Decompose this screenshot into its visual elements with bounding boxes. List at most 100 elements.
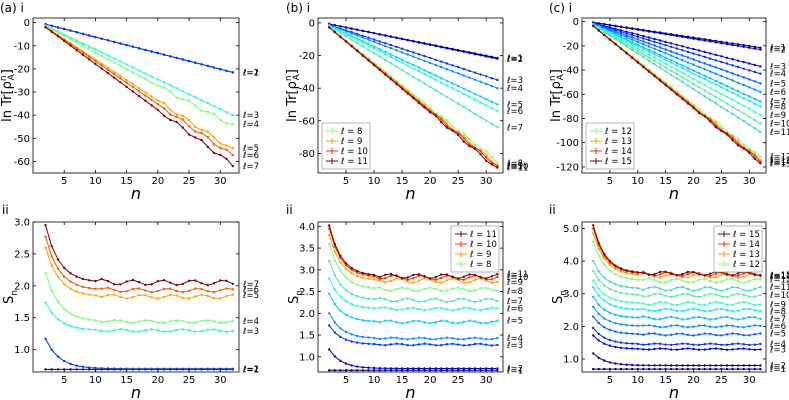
data-point [169, 118, 172, 122]
data-point [653, 53, 656, 56]
data-point [647, 59, 651, 62]
y-axis-label: ln Tr[ρnA] [548, 69, 566, 122]
series-label: ℓ=5 [769, 330, 786, 340]
data-point [697, 333, 701, 336]
y-tick-label: -30 [14, 88, 30, 99]
data-point [462, 320, 465, 324]
data-point [658, 342, 662, 345]
legend: ℓ = 8ℓ = 9ℓ = 10ℓ = 11 [321, 122, 371, 170]
data-point [697, 75, 701, 78]
data-point [333, 302, 336, 306]
data-point [406, 321, 409, 324]
data-point [445, 62, 449, 65]
data-point [642, 47, 645, 51]
data-point [113, 61, 116, 64]
data-point [125, 85, 128, 89]
data-point [206, 64, 209, 68]
data-point [709, 279, 712, 282]
data-point [725, 295, 729, 299]
data-point [653, 40, 656, 43]
data-point [212, 143, 216, 146]
data-point [709, 274, 712, 278]
data-point [417, 273, 421, 276]
data-point [100, 287, 103, 290]
data-point [731, 294, 734, 297]
data-point [137, 330, 141, 333]
data-point [389, 53, 393, 56]
y-axis-label: Sn [2, 290, 20, 304]
data-point [703, 303, 706, 307]
data-point [225, 157, 228, 160]
data-point [759, 332, 762, 335]
data-point [119, 295, 122, 299]
data-point [395, 287, 398, 291]
data-point [44, 368, 47, 371]
data-point [81, 51, 85, 54]
data-point [88, 366, 91, 369]
data-point [417, 289, 421, 292]
data-point [384, 50, 387, 53]
data-point [686, 364, 690, 367]
data-point [181, 126, 184, 129]
data-point [50, 289, 53, 292]
data-point [714, 281, 717, 284]
data-point [479, 147, 482, 150]
series-label: ℓ=7 [506, 297, 523, 307]
data-point [75, 275, 78, 278]
data-point [658, 326, 662, 329]
y-tick-label: -20 [563, 41, 579, 52]
data-point [619, 25, 623, 29]
series-line-ℓ=3 [592, 335, 761, 351]
data-point [106, 54, 110, 57]
data-point [88, 34, 91, 37]
x-tick-label: 20 [424, 375, 437, 386]
data-point [423, 69, 426, 72]
data-point [225, 287, 228, 290]
data-point [653, 367, 656, 371]
data-point [692, 87, 695, 91]
data-point [647, 277, 651, 280]
data-point [703, 95, 706, 98]
data-point [614, 264, 617, 267]
data-point [119, 60, 122, 63]
data-point [395, 45, 398, 49]
data-point [328, 224, 331, 227]
data-point [144, 319, 147, 322]
x-tick-label: 15 [659, 375, 672, 386]
data-point [647, 50, 651, 53]
data-point [445, 68, 449, 71]
data-point [384, 58, 387, 62]
data-point [664, 52, 667, 55]
data-point [642, 295, 645, 298]
legend-entry: ℓ = 12 [732, 260, 760, 270]
data-point [675, 93, 678, 96]
x-axis-label: n [669, 383, 679, 400]
data-point [434, 338, 437, 341]
data-point [144, 367, 147, 370]
data-point [597, 254, 600, 258]
y-tick-label: 4.0 [563, 257, 579, 268]
data-point [50, 348, 53, 351]
data-point [434, 367, 437, 370]
data-point [709, 318, 712, 321]
data-point [592, 295, 595, 299]
data-point [56, 258, 60, 261]
data-point [219, 367, 222, 370]
data-point [150, 104, 153, 107]
data-point [231, 153, 234, 157]
data-point [50, 30, 53, 33]
data-point [742, 317, 745, 320]
data-point [647, 367, 651, 371]
data-point [356, 317, 359, 321]
data-point [428, 56, 432, 60]
data-point [428, 298, 432, 301]
data-point [653, 47, 656, 50]
data-point [720, 364, 723, 367]
series-label: ℓ=3 [506, 341, 523, 351]
data-point [608, 24, 612, 27]
data-point [603, 23, 606, 26]
data-point [631, 46, 634, 49]
data-point [490, 163, 493, 166]
x-tick-label: 20 [151, 176, 164, 187]
data-point [389, 55, 393, 59]
